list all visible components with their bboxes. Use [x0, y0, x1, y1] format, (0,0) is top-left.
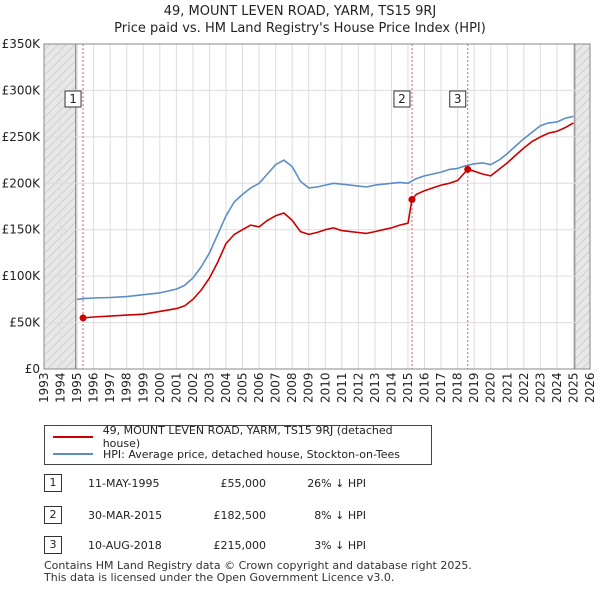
footer-copyright: Contains HM Land Registry data © Crown c…: [44, 559, 472, 572]
hatched-region: [574, 44, 590, 369]
x-tick-label: 2004: [219, 372, 233, 403]
x-tick-label: 2005: [236, 372, 250, 403]
sale-label-box: [449, 90, 467, 108]
y-tick-label: £50K: [9, 316, 41, 330]
sale-date: 30-MAR-2015: [88, 509, 163, 522]
x-tick-label: 2007: [269, 372, 283, 403]
hpi-line: [77, 115, 574, 301]
legend-item-property: 49, MOUNT LEVEN ROAD, YARM, TS15 9RJ (de…: [53, 424, 431, 450]
legend-swatch-hpi: [53, 453, 93, 455]
chart-title: 49, MOUNT LEVEN ROAD, YARM, TS15 9RJ: [163, 4, 437, 19]
x-tick-label: 2014: [384, 372, 398, 403]
y-tick-label: £100K: [2, 269, 42, 283]
plot-frame: [43, 43, 591, 370]
sale-label: 1: [69, 92, 77, 106]
x-tick-label: 2016: [418, 372, 432, 403]
legend-swatch-property: [53, 436, 93, 438]
x-tick-label: 1999: [136, 372, 150, 403]
sale-price: £182,500: [213, 509, 267, 522]
x-tick-label: 2018: [451, 372, 465, 403]
x-tick-label: 2009: [302, 372, 316, 403]
x-tick-label: 2024: [550, 372, 564, 403]
x-tick-label: 2011: [335, 372, 349, 403]
x-tick-label: 2000: [153, 372, 167, 403]
x-tick-label: 1993: [37, 372, 51, 403]
sale-point: [464, 165, 472, 173]
y-tick-label: £350K: [2, 37, 42, 51]
sale-row: 1 11-MAY-1995 £55,000 26% ↓ HPI: [44, 474, 464, 494]
sale-point: [79, 314, 87, 322]
legend-label-hpi: HPI: Average price, detached house, Stoc…: [103, 447, 401, 461]
sale-hpi-diff: 26% ↓ HPI: [307, 477, 366, 490]
price-paid-line: [82, 122, 574, 319]
x-tick-label: 2021: [500, 372, 514, 403]
sale-marker: 3: [44, 536, 62, 554]
x-tick-label: 2023: [533, 372, 547, 403]
x-tick-label: 1994: [54, 372, 68, 403]
y-tick-label: £0: [25, 362, 40, 376]
x-tick-label: 2025: [566, 372, 580, 403]
sale-date: 11-MAY-1995: [88, 477, 160, 490]
x-tick-label: 2008: [285, 372, 299, 403]
sale-hpi-diff: 8% ↓ HPI: [314, 509, 366, 522]
x-tick-label: 2010: [318, 372, 332, 403]
sale-date: 10-AUG-2018: [88, 539, 162, 552]
x-tick-label: 2002: [186, 372, 200, 403]
x-tick-label: 2017: [434, 372, 448, 403]
sale-point: [408, 196, 416, 204]
y-tick-label: £250K: [2, 130, 42, 144]
sale-marker: 1: [44, 474, 62, 492]
footer-attribution: Contains HM Land Registry data © Crown c…: [44, 560, 472, 584]
x-tick-label: 2001: [169, 372, 183, 403]
x-tick-label: 2003: [202, 372, 216, 403]
x-tick-label: 2020: [484, 372, 498, 403]
x-tick-label: 2026: [583, 372, 597, 403]
x-tick-label: 1998: [120, 372, 134, 403]
x-tick-label: 2015: [401, 372, 415, 403]
x-tick-label: 1995: [70, 372, 84, 403]
sale-price: £215,000: [213, 539, 267, 552]
y-tick-label: £150K: [2, 223, 42, 237]
sale-row: 2 30-MAR-2015 £182,500 8% ↓ HPI: [44, 506, 464, 526]
sale-marker: 2: [44, 506, 62, 524]
x-tick-label: 1997: [103, 372, 117, 403]
sale-hpi-diff: 3% ↓ HPI: [314, 539, 366, 552]
sale-label-box: [393, 90, 411, 108]
chart-legend: 49, MOUNT LEVEN ROAD, YARM, TS15 9RJ (de…: [44, 424, 432, 465]
chart-subtitle: Price paid vs. HM Land Registry's House …: [114, 21, 486, 36]
x-tick-label: 2019: [467, 372, 481, 403]
legend-item-hpi: HPI: Average price, detached house, Stoc…: [53, 446, 400, 462]
sale-label-box: [64, 90, 82, 108]
x-tick-label: 2006: [252, 372, 266, 403]
sale-label: 3: [454, 92, 462, 106]
x-tick-label: 2012: [351, 372, 365, 403]
price-chart: 1 2 3 £0 £50K £100K £150K £200K £250K £300K £350K…: [2, 37, 597, 403]
y-tick-label: £200K: [2, 176, 42, 190]
x-tick-label: 2013: [368, 372, 382, 403]
sale-row: 3 10-AUG-2018 £215,000 3% ↓ HPI: [44, 536, 464, 556]
footer-licence: This data is licensed under the Open Gov…: [44, 571, 395, 584]
sale-label: 2: [398, 92, 406, 106]
legend-label-property: 49, MOUNT LEVEN ROAD, YARM, TS15 9RJ (de…: [102, 424, 393, 450]
x-tick-label: 2022: [517, 372, 531, 403]
x-tick-label: 1996: [87, 372, 101, 403]
sale-price: £55,000: [220, 477, 267, 490]
chart-title-block: 49, MOUNT LEVEN ROAD, YARM, TS15 9RJ Pri…: [0, 3, 600, 37]
y-tick-label: £300K: [2, 83, 42, 97]
